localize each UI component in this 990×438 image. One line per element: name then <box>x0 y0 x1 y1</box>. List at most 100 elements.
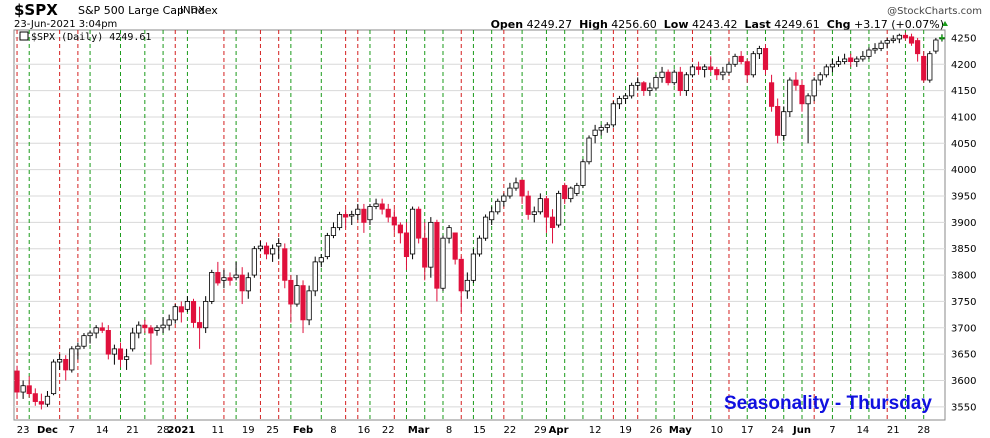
candle <box>805 93 811 144</box>
candle-body <box>136 324 142 334</box>
candle-body <box>793 79 799 86</box>
candle <box>799 80 805 112</box>
x-tick-label: 7 <box>829 425 835 436</box>
candle <box>848 53 854 67</box>
candle-body <box>142 324 148 329</box>
candle <box>823 64 829 78</box>
last-value: 4249.61 <box>774 18 820 31</box>
candle <box>890 35 896 44</box>
candle-body <box>239 274 245 292</box>
candle-body <box>890 38 896 41</box>
y-axis-ticks: 3550 3600 3650 3700 3750 3800 3850 3900 3950 4000… <box>951 33 976 413</box>
x-tick-label: Dec <box>37 425 58 436</box>
candle <box>221 269 227 289</box>
candle <box>44 391 51 407</box>
candle-body <box>38 401 44 405</box>
candle <box>665 69 671 86</box>
candle-body <box>635 82 641 86</box>
candle <box>720 66 726 81</box>
candle <box>14 365 20 399</box>
candle <box>562 182 568 204</box>
candle-body <box>69 348 75 371</box>
candle <box>416 206 422 244</box>
candle <box>476 235 483 257</box>
candle-body <box>598 127 604 131</box>
x-tick-label: 10 <box>710 425 723 436</box>
candle <box>391 209 397 233</box>
candle-body <box>933 39 939 52</box>
candle-body <box>543 198 550 218</box>
candle-body <box>130 332 136 350</box>
low-value: 4243.42 <box>692 18 738 31</box>
candle-body <box>263 245 270 255</box>
candle-body <box>878 42 884 49</box>
candle-body <box>902 34 909 39</box>
x-tick-label: 11 <box>211 425 224 436</box>
candle-body <box>781 111 787 136</box>
x-tick-label: Feb <box>293 425 313 436</box>
candle-body <box>336 214 343 229</box>
candle <box>330 222 337 239</box>
x-tick-label: 28 <box>157 425 170 436</box>
candle <box>933 37 939 54</box>
candle-body <box>482 216 489 239</box>
candle <box>324 232 330 260</box>
candle-body <box>75 345 81 350</box>
candle-body <box>221 277 227 281</box>
candle <box>209 269 215 305</box>
candle-body <box>464 279 470 292</box>
candle-body <box>245 277 251 292</box>
candle-body <box>434 221 440 289</box>
candle-body <box>105 330 111 355</box>
candle <box>829 58 836 73</box>
x-tick-label: 23 <box>17 425 30 436</box>
candle-body <box>811 79 817 97</box>
candle-body <box>501 195 507 202</box>
legend-swatch <box>19 31 29 41</box>
x-tick-label: 8 <box>446 425 452 436</box>
candle <box>689 64 696 78</box>
candle <box>908 33 915 46</box>
candle <box>519 179 525 204</box>
candle-body <box>422 237 428 268</box>
candle-body <box>823 66 829 76</box>
candle-body <box>817 74 823 81</box>
candle-body <box>768 82 775 107</box>
candle <box>659 66 665 83</box>
candle-body <box>677 71 683 92</box>
candle-body <box>123 356 130 360</box>
candle <box>203 296 209 334</box>
candle-body <box>927 53 933 81</box>
candle-body <box>190 301 197 323</box>
candle <box>276 238 282 260</box>
x-tick-label: 29 <box>534 425 547 436</box>
candle <box>50 359 57 396</box>
candle <box>75 342 81 360</box>
candle-body <box>665 71 671 84</box>
candle-body <box>525 195 531 215</box>
candle-body <box>50 361 57 395</box>
candle-body <box>458 258 464 292</box>
candle <box>464 272 470 299</box>
y-tick-label: 3950 <box>951 192 976 203</box>
candle <box>123 348 130 370</box>
candle-body <box>689 66 696 76</box>
y-tick-label: 4200 <box>951 60 976 71</box>
candle-body <box>93 327 99 334</box>
candle <box>501 193 507 207</box>
candle <box>257 240 264 252</box>
candle-body <box>14 370 20 393</box>
candle <box>677 66 683 96</box>
candle-body <box>738 55 744 63</box>
candle-body <box>549 216 556 229</box>
candle-body <box>744 61 750 76</box>
candle <box>197 306 203 349</box>
candle <box>647 82 653 96</box>
candle <box>26 376 32 398</box>
candle <box>166 314 172 331</box>
candle-body <box>507 187 513 197</box>
y-tick-label: 4250 <box>951 33 976 44</box>
candle-body <box>294 285 300 305</box>
candle-body <box>750 53 756 76</box>
